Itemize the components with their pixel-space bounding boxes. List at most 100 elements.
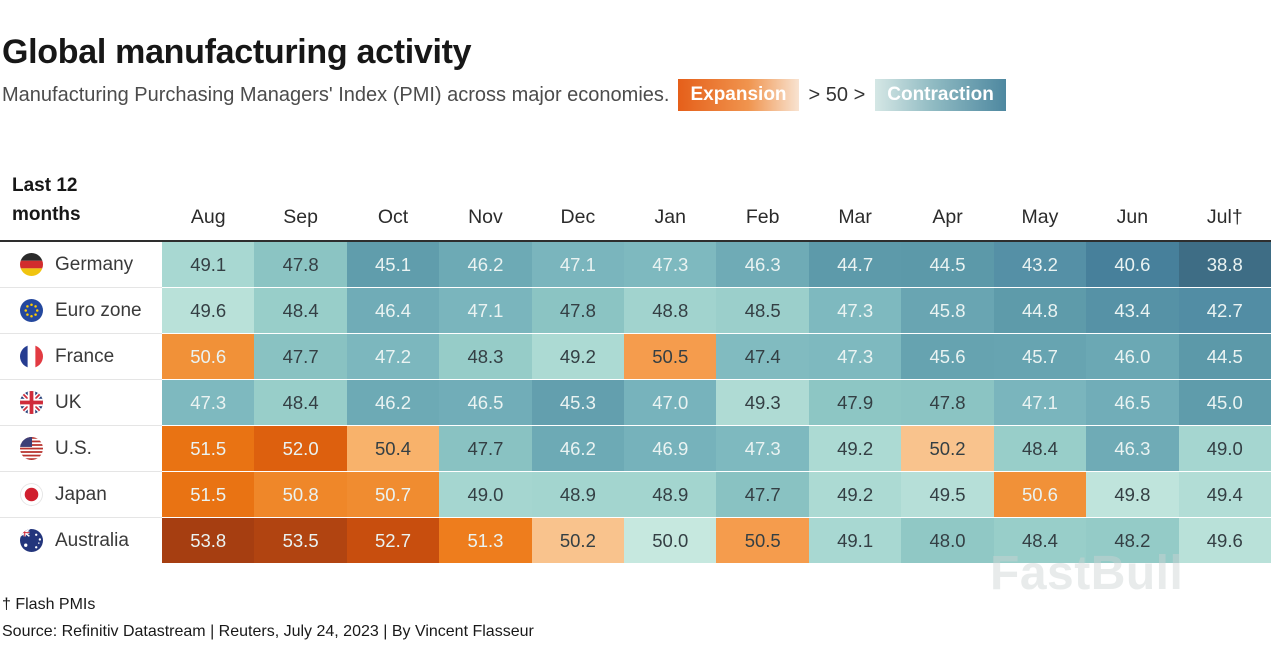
- fr-flag-icon: [20, 345, 43, 368]
- pmi-cell: 48.9: [624, 472, 717, 517]
- country-label-uk: UK: [0, 380, 162, 425]
- pmi-cell: 49.2: [531, 334, 625, 379]
- pmi-cell: 50.2: [901, 426, 994, 471]
- pmi-cell: 44.7: [808, 242, 902, 287]
- country-name: Germany: [55, 253, 134, 275]
- pmi-cell: 49.3: [716, 380, 809, 425]
- pmi-cell: 46.0: [1086, 334, 1179, 379]
- month-header-Apr: Apr: [932, 206, 963, 228]
- country-label-eu: Euro zone: [0, 288, 162, 333]
- pmi-cell: 43.4: [1086, 288, 1179, 333]
- table-header-row: Last 12 months Aug Sep Oct Nov Dec Jan Feb Mar A…: [0, 170, 1271, 240]
- pmi-cell: 45.7: [993, 334, 1087, 379]
- eu-flag-icon: [20, 299, 43, 322]
- pmi-cell: 44.8: [993, 288, 1087, 333]
- country-name: U.S.: [55, 437, 92, 459]
- us-flag-icon: [20, 437, 43, 460]
- pmi-cell: 47.8: [901, 380, 994, 425]
- month-header-Nov: Nov: [468, 206, 503, 228]
- pmi-cell: 47.1: [531, 242, 625, 287]
- pmi-cell: 50.4: [346, 426, 440, 471]
- pmi-cell: 52.0: [254, 426, 347, 471]
- pmi-cell: 48.4: [993, 518, 1087, 563]
- pmi-cell: 46.3: [1086, 426, 1179, 471]
- month-header-Jun: Jun: [1116, 206, 1149, 228]
- country-name: Japan: [55, 483, 107, 505]
- pmi-cell: 50.7: [346, 472, 440, 517]
- pmi-cell: 47.1: [993, 380, 1087, 425]
- corner-label: Last 12 months: [12, 175, 81, 225]
- month-header-Feb: Feb: [745, 206, 780, 228]
- pmi-cell: 49.4: [1178, 472, 1271, 517]
- pmi-cell: 48.4: [993, 426, 1087, 471]
- pmi-cell: 38.8: [1178, 242, 1271, 287]
- pmi-cell: 50.5: [624, 334, 717, 379]
- country-name: UK: [55, 391, 82, 413]
- month-header-Aug: Aug: [190, 206, 226, 228]
- pmi-cell: 49.0: [439, 472, 532, 517]
- pmi-cell: 43.2: [993, 242, 1087, 287]
- source-line: Source: Refinitiv Datastream | Reuters, …: [2, 623, 534, 640]
- pmi-cell: 46.2: [531, 426, 625, 471]
- pmi-cell: 46.4: [346, 288, 440, 333]
- month-header-Dec: Dec: [560, 206, 596, 228]
- pmi-cell: 47.3: [716, 426, 809, 471]
- pmi-cell: 47.3: [808, 334, 902, 379]
- pmi-cell: 46.5: [439, 380, 532, 425]
- pmi-cell: 44.5: [1178, 334, 1271, 379]
- pmi-cell: 50.6: [993, 472, 1087, 517]
- month-header-Jul: Jul†: [1206, 206, 1243, 228]
- subtitle-row: Manufacturing Purchasing Managers' Index…: [2, 79, 1006, 111]
- pmi-table: Last 12 months Aug Sep Oct Nov Dec Jan Feb Mar A…: [0, 170, 1271, 563]
- pmi-cell: 48.4: [254, 380, 347, 425]
- month-header-Sep: Sep: [283, 206, 318, 228]
- pmi-cell: 44.5: [901, 242, 994, 287]
- pmi-cell: 47.1: [439, 288, 532, 333]
- country-name: Euro zone: [55, 299, 142, 321]
- pmi-cell: 48.9: [531, 472, 625, 517]
- pmi-cell: 47.9: [808, 380, 902, 425]
- pmi-cell: 49.8: [1086, 472, 1179, 517]
- jp-flag-icon: [20, 483, 43, 506]
- pmi-cell: 48.4: [254, 288, 347, 333]
- uk-flag-icon: [20, 391, 43, 414]
- month-header-Jan: Jan: [654, 206, 686, 228]
- country-label-us: U.S.: [0, 426, 162, 471]
- contraction-legend-badge: Contraction: [875, 79, 1006, 111]
- pmi-cell: 45.3: [531, 380, 625, 425]
- pmi-cell: 48.2: [1086, 518, 1179, 563]
- pmi-cell: 48.8: [624, 288, 717, 333]
- pmi-cell: 49.1: [162, 242, 255, 287]
- pmi-cell: 47.8: [531, 288, 625, 333]
- pmi-cell: 47.4: [716, 334, 809, 379]
- subtitle: Manufacturing Purchasing Managers' Index…: [2, 83, 670, 106]
- pmi-cell: 46.5: [1086, 380, 1179, 425]
- pmi-cell: 51.5: [162, 472, 255, 517]
- pmi-cell: 49.6: [1178, 518, 1271, 563]
- legend-threshold-text: > 50 >: [808, 83, 866, 106]
- pmi-cell: 47.3: [808, 288, 902, 333]
- au-flag-icon: [20, 529, 43, 552]
- pmi-cell: 47.2: [346, 334, 440, 379]
- pmi-cell: 46.9: [624, 426, 717, 471]
- pmi-cell: 48.5: [716, 288, 809, 333]
- country-name: Australia: [55, 529, 129, 551]
- table-body: Germany 49.1 47.8 45.1 46.2 47.1 47.3 46.3 44.7 4…: [0, 240, 1271, 563]
- country-label-de: Germany: [0, 242, 162, 287]
- pmi-cell: 45.1: [346, 242, 440, 287]
- pmi-cell: 46.2: [439, 242, 532, 287]
- footnote: † Flash PMIs: [2, 596, 96, 613]
- pmi-cell: 48.0: [901, 518, 994, 563]
- pmi-cell: 50.8: [254, 472, 347, 517]
- pmi-cell: 40.6: [1086, 242, 1179, 287]
- pmi-cell: 47.0: [624, 380, 717, 425]
- pmi-cell: 51.5: [162, 426, 255, 471]
- pmi-cell: 47.7: [254, 334, 347, 379]
- pmi-cell: 53.5: [254, 518, 347, 563]
- pmi-cell: 47.3: [162, 380, 255, 425]
- pmi-cell: 47.3: [624, 242, 717, 287]
- pmi-cell: 49.2: [808, 426, 902, 471]
- pmi-cell: 45.0: [1178, 380, 1271, 425]
- pmi-cell: 50.0: [624, 518, 717, 563]
